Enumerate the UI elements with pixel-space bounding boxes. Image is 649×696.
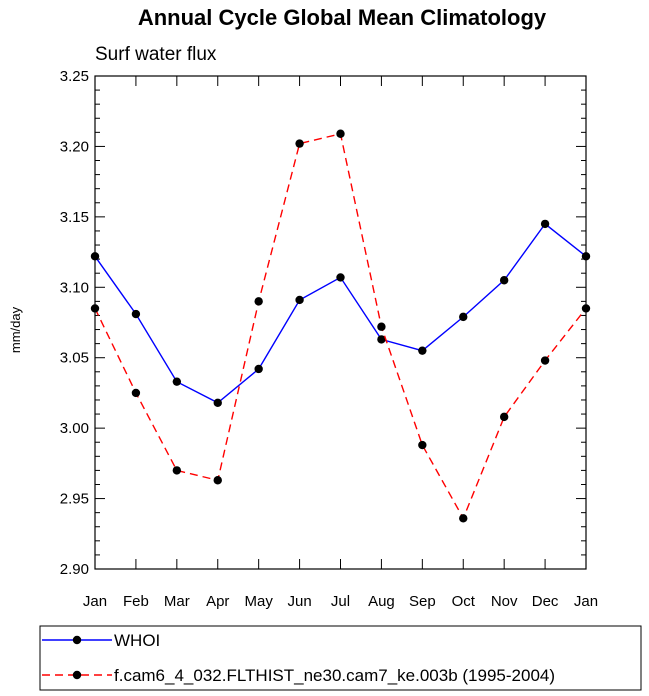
series-layer <box>90 129 591 523</box>
data-point <box>336 273 345 282</box>
plot-frame <box>94 75 587 570</box>
x-tick-label: Jan <box>83 593 107 610</box>
data-point <box>336 129 345 138</box>
data-point <box>377 322 386 331</box>
series-2 <box>90 129 591 523</box>
y-tick-label: 3.20 <box>60 138 89 155</box>
y-tick-label: 3.00 <box>60 420 89 437</box>
chart-subtitle: Surf water flux <box>95 44 217 65</box>
data-point <box>540 219 550 229</box>
data-point <box>172 466 182 475</box>
series-line <box>94 132 587 520</box>
data-point <box>172 377 182 386</box>
y-tick-label: 3.25 <box>60 68 89 85</box>
x-tick-label: Mar <box>164 593 190 610</box>
data-point <box>499 412 509 422</box>
y-axis-label: mm/day <box>8 306 23 353</box>
data-point <box>377 335 386 344</box>
legend-label: WHOI <box>114 631 160 650</box>
legend-item: WHOI <box>42 631 160 650</box>
chart-title: Annual Cycle Global Mean Climatology <box>138 5 547 30</box>
data-point <box>295 295 304 305</box>
y-tick-labels: 2.90 2.95 3.00 3.05 3.10 3.15 3.20 3.25 <box>60 68 89 578</box>
data-point <box>418 346 427 355</box>
x-tick-label: Aug <box>368 593 395 610</box>
legend-item: f.cam6_4_032.FLTHIST_ne30.cam7_ke.003b (… <box>42 666 555 685</box>
data-point <box>459 312 468 322</box>
x-tick-label: Jun <box>287 593 311 610</box>
x-tick-label: Apr <box>206 593 229 610</box>
data-point <box>499 276 509 285</box>
data-point <box>213 398 222 407</box>
axis-ticks <box>94 75 587 570</box>
data-point <box>131 388 141 398</box>
legend-label: f.cam6_4_032.FLTHIST_ne30.cam7_ke.003b (… <box>114 666 555 685</box>
x-tick-label: Jul <box>331 593 350 610</box>
x-tick-label: Sep <box>409 593 436 610</box>
x-tick-label: May <box>244 593 273 610</box>
series-1 <box>90 219 591 407</box>
x-tick-label: Dec <box>532 593 559 610</box>
series-line <box>94 222 587 404</box>
x-tick-label: Feb <box>123 593 149 610</box>
x-tick-label: Jan <box>574 593 598 610</box>
data-point <box>459 514 468 523</box>
data-point <box>254 364 263 374</box>
x-tick-label: Oct <box>452 593 476 610</box>
y-tick-label: 3.10 <box>60 279 89 296</box>
y-tick-label: 3.05 <box>60 350 89 367</box>
data-point <box>131 309 141 319</box>
data-point <box>254 297 263 306</box>
x-tick-labels: Jan Feb Mar Apr May Jun Jul Aug Sep Oct Nov Dec Jan <box>83 593 598 610</box>
data-point <box>418 440 427 450</box>
y-tick-label: 2.95 <box>60 491 89 508</box>
y-tick-label: 2.90 <box>60 561 89 578</box>
data-point <box>213 476 222 485</box>
x-tick-label: Nov <box>491 593 518 610</box>
legend: WHOI f.cam6_4_032.FLTHIST_ne30.cam7_ke.00… <box>39 625 642 691</box>
legend-marker <box>72 635 82 645</box>
data-point <box>295 139 304 148</box>
y-tick-label: 3.15 <box>60 209 89 226</box>
data-point <box>540 356 550 365</box>
legend-box <box>39 625 642 691</box>
legend-marker <box>72 670 82 680</box>
